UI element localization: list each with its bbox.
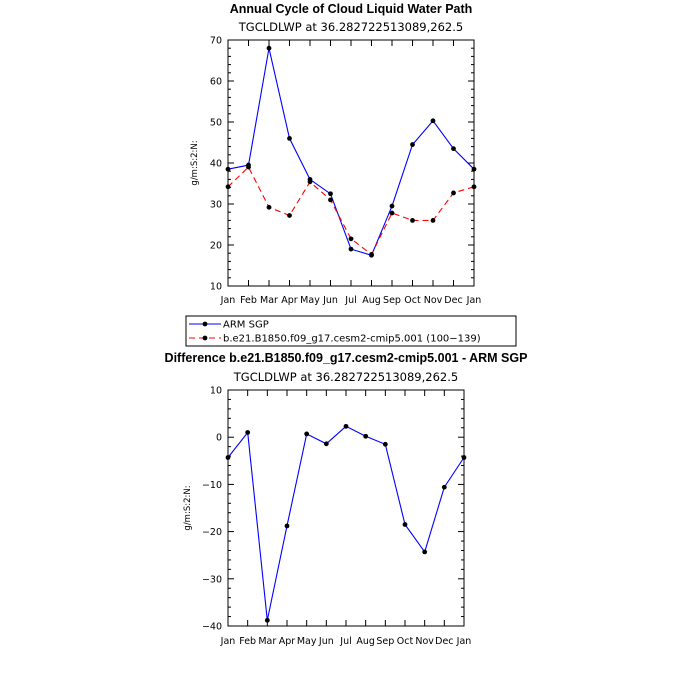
data-point — [328, 191, 333, 197]
x-tick-label: Mar — [258, 636, 276, 647]
legend-entry-1: ARM SGP — [223, 320, 269, 331]
data-point — [402, 522, 408, 527]
data-point — [451, 190, 456, 196]
y-axis-label: g/m:S:2:N: — [190, 140, 200, 185]
chart-panel-2: Difference b.e21.B1850.f09_g17.cesm2-cmi… — [165, 351, 528, 647]
data-point — [410, 142, 415, 147]
data-point — [225, 184, 231, 190]
y-tick-label: 10 — [210, 386, 222, 397]
series-line-2 — [227, 166, 475, 256]
data-point — [389, 203, 395, 209]
data-point — [430, 118, 436, 124]
y-tick-label: 10 — [210, 282, 222, 293]
x-tick-label: May — [300, 295, 320, 306]
y-tick-label: −10 — [202, 480, 222, 491]
data-point — [441, 484, 447, 490]
x-tick-label: Jan — [220, 636, 236, 647]
legend-marker — [202, 335, 208, 341]
data-point — [307, 179, 313, 185]
y-tick-label: 40 — [210, 159, 222, 170]
x-tick-label: Jun — [322, 295, 338, 306]
x-tick-label: Aug — [362, 295, 381, 306]
x-tick-label: Apr — [281, 295, 298, 306]
chart-subtitle: TGCLDLWP at 36.282722513089,262.5 — [233, 370, 458, 384]
x-tick-label: Feb — [240, 295, 257, 306]
legend-entry-2: b.e21.B1850.f09_g17.cesm2-cmip5.001 (100… — [223, 334, 481, 345]
data-point — [284, 523, 290, 529]
data-point — [410, 218, 415, 223]
data-point — [287, 213, 292, 218]
data-point — [430, 218, 436, 223]
y-tick-label: 70 — [210, 36, 222, 47]
chart-title: Annual Cycle of Cloud Liquid Water Path — [230, 2, 473, 16]
data-point — [471, 184, 477, 190]
data-point — [348, 236, 354, 242]
data-point — [246, 164, 251, 170]
x-tick-label: Jan — [220, 295, 236, 306]
x-tick-label: Dec — [444, 295, 462, 306]
chart-subtitle: TGCLDLWP at 36.282722513089,262.5 — [238, 20, 463, 34]
x-tick-label: Jun — [318, 636, 334, 647]
data-point — [422, 549, 428, 555]
data-point — [389, 210, 395, 216]
data-point — [304, 431, 310, 437]
x-tick-label: Sep — [376, 636, 394, 647]
y-tick-label: 30 — [210, 200, 222, 211]
data-point — [382, 441, 388, 447]
x-tick-label: Nov — [424, 295, 443, 306]
legend: ARM SGP b.e21.B1850.f09_g17.cesm2-cmip5.0… — [185, 315, 517, 347]
x-tick-label: Dec — [435, 636, 453, 647]
x-tick-label: Nov — [415, 636, 434, 647]
y-tick-label: 20 — [210, 241, 222, 252]
data-point — [245, 430, 251, 435]
x-tick-label: May — [297, 636, 317, 647]
x-tick-label: Oct — [397, 636, 414, 647]
x-tick-label: Jul — [339, 636, 351, 647]
data-point — [287, 136, 292, 141]
x-tick-label: Oct — [404, 295, 421, 306]
x-tick-label: Jan — [466, 295, 482, 306]
y-tick-label: 50 — [210, 118, 222, 129]
data-point — [225, 455, 231, 460]
x-tick-label: Apr — [279, 636, 296, 647]
data-point — [369, 252, 374, 257]
x-tick-label: Jan — [456, 636, 472, 647]
data-point — [266, 204, 272, 210]
series-line-1 — [227, 48, 475, 256]
chart-panel-1: Annual Cycle of Cloud Liquid Water Path T… — [185, 2, 517, 347]
y-tick-label: 60 — [210, 77, 222, 88]
data-point — [323, 441, 329, 447]
data-point — [343, 423, 349, 429]
x-tick-label: Feb — [239, 636, 256, 647]
x-tick-label: Mar — [260, 295, 278, 306]
chart-title: Difference b.e21.B1850.f09_g17.cesm2-cmi… — [165, 351, 528, 365]
legend-marker — [202, 321, 208, 327]
data-point — [471, 166, 477, 172]
data-point — [348, 246, 354, 252]
y-axis-label: g/m:S:2:N: — [183, 485, 193, 530]
data-point — [225, 166, 231, 172]
data-point — [264, 617, 270, 623]
x-tick-label: Aug — [356, 636, 375, 647]
data-point — [461, 455, 467, 460]
y-tick-label: −40 — [202, 622, 222, 633]
x-tick-label: Sep — [383, 295, 401, 306]
x-tick-label: Jul — [344, 295, 356, 306]
y-tick-label: 0 — [216, 433, 222, 444]
data-point — [451, 146, 456, 152]
series-line-1 — [227, 425, 465, 621]
data-point — [266, 45, 272, 51]
y-tick-label: −30 — [202, 574, 222, 585]
data-point — [328, 197, 333, 203]
legend-box — [185, 315, 517, 347]
data-point — [363, 433, 369, 439]
y-tick-label: −20 — [202, 527, 222, 538]
